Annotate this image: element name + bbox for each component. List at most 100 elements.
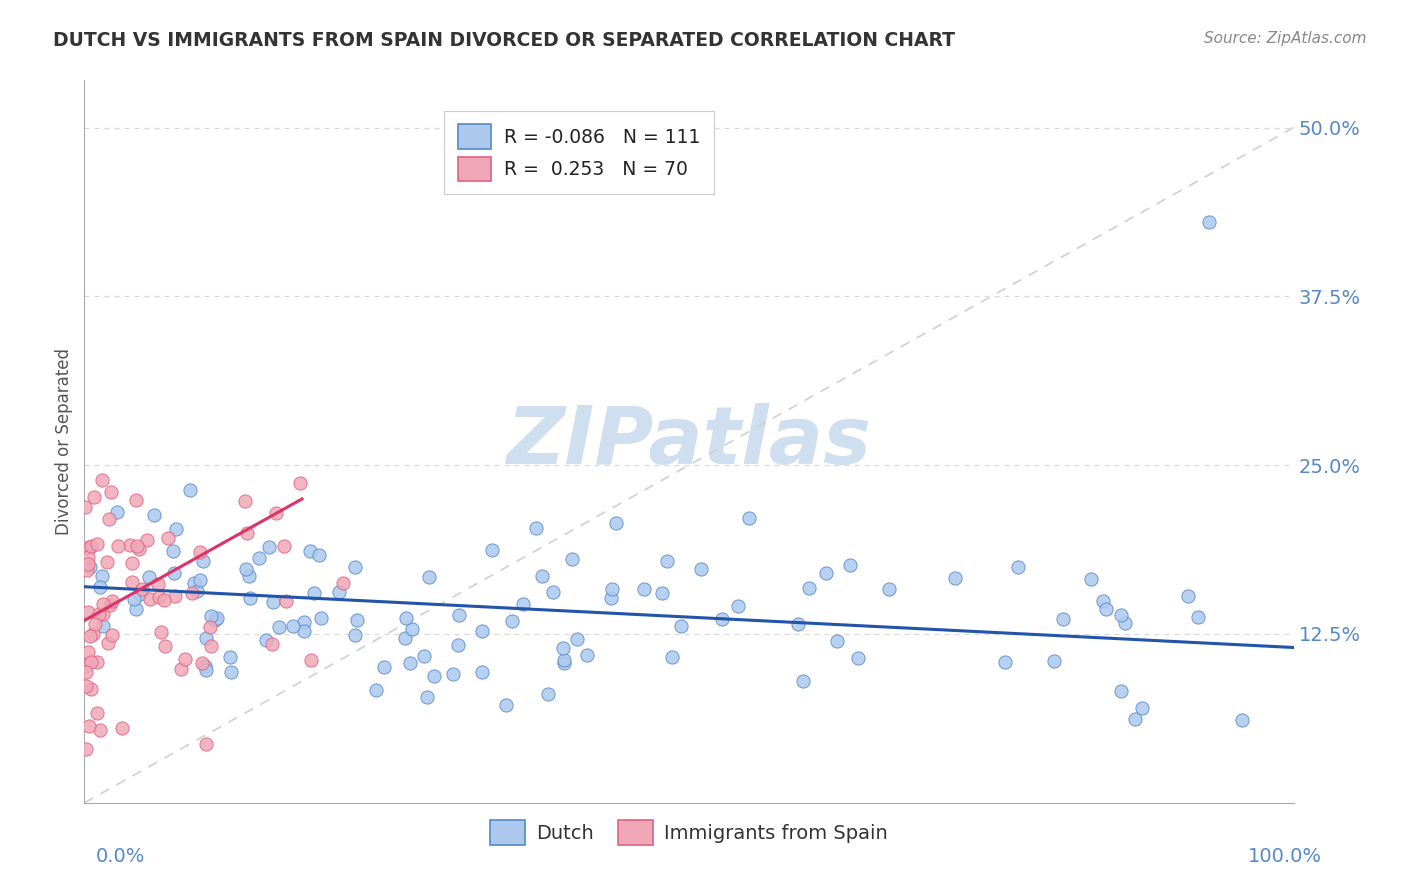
Point xyxy=(75,541,97,556)
Point xyxy=(143,508,166,522)
Point xyxy=(73,500,96,515)
Point xyxy=(576,648,599,662)
Point xyxy=(501,614,523,628)
Point xyxy=(565,632,588,647)
Point xyxy=(179,483,201,498)
Point xyxy=(792,674,814,689)
Point xyxy=(98,599,121,613)
Point xyxy=(422,669,444,683)
Point xyxy=(163,566,186,581)
Point xyxy=(128,542,150,557)
Point xyxy=(87,607,110,622)
Point xyxy=(418,570,440,584)
Point xyxy=(90,569,112,583)
Point xyxy=(309,610,332,624)
Point xyxy=(156,531,179,545)
Point xyxy=(495,698,517,712)
Point xyxy=(146,576,169,591)
Point xyxy=(121,574,143,589)
Point xyxy=(80,539,103,553)
Text: DUTCH VS IMMIGRANTS FROM SPAIN DIVORCED OR SEPARATED CORRELATION CHART: DUTCH VS IMMIGRANTS FROM SPAIN DIVORCED … xyxy=(53,31,956,50)
Point xyxy=(401,622,423,636)
Point xyxy=(138,592,160,607)
Point xyxy=(413,648,436,663)
Point xyxy=(101,628,124,642)
Text: 0.0%: 0.0% xyxy=(96,847,145,866)
Point xyxy=(76,659,98,673)
Point xyxy=(195,737,218,751)
Point xyxy=(1007,560,1029,574)
Point xyxy=(281,618,304,632)
Text: 100.0%: 100.0% xyxy=(1247,847,1322,866)
Point xyxy=(398,656,420,670)
Point xyxy=(416,690,439,705)
Point xyxy=(551,641,574,656)
Point xyxy=(512,597,534,611)
Point xyxy=(600,582,623,596)
Point xyxy=(274,593,297,607)
Point xyxy=(247,551,270,566)
Text: Source: ZipAtlas.com: Source: ZipAtlas.com xyxy=(1204,31,1367,46)
Point xyxy=(79,540,101,554)
Point xyxy=(91,597,114,611)
Point xyxy=(657,554,679,568)
Point xyxy=(191,553,214,567)
Point xyxy=(218,649,240,664)
Point xyxy=(254,632,277,647)
Point xyxy=(91,607,114,621)
Legend: Dutch, Immigrants from Spain: Dutch, Immigrants from Spain xyxy=(479,810,898,855)
Point xyxy=(148,590,170,604)
Point xyxy=(129,587,152,601)
Point xyxy=(1123,712,1146,726)
Point xyxy=(1114,615,1136,630)
Point xyxy=(260,637,283,651)
Point xyxy=(481,543,503,558)
Point xyxy=(267,620,290,634)
Point xyxy=(76,563,98,577)
Point xyxy=(125,602,148,616)
Point xyxy=(194,663,217,677)
Point xyxy=(170,662,193,676)
Point xyxy=(1091,594,1114,608)
Point xyxy=(131,582,153,596)
Point xyxy=(1230,713,1253,727)
Point xyxy=(257,540,280,554)
Text: ZIPatlas: ZIPatlas xyxy=(506,402,872,481)
Point xyxy=(447,608,470,623)
Point xyxy=(877,582,900,596)
Point xyxy=(100,485,122,500)
Point xyxy=(394,631,416,645)
Point xyxy=(524,520,547,534)
Point xyxy=(77,719,100,733)
Point xyxy=(121,556,143,570)
Point xyxy=(100,594,122,608)
Point xyxy=(651,586,673,600)
Point xyxy=(198,620,221,634)
Point xyxy=(120,538,142,552)
Point xyxy=(77,558,100,572)
Point xyxy=(298,544,321,558)
Point xyxy=(553,656,575,670)
Point xyxy=(180,586,202,600)
Point xyxy=(846,650,869,665)
Point xyxy=(77,645,100,659)
Point xyxy=(86,706,108,721)
Point xyxy=(79,655,101,669)
Point xyxy=(79,629,101,643)
Point xyxy=(815,566,838,580)
Point xyxy=(149,624,172,639)
Point xyxy=(91,619,114,633)
Point xyxy=(599,591,621,605)
Point xyxy=(343,628,366,642)
Point xyxy=(219,665,242,679)
Point xyxy=(1094,602,1116,616)
Point xyxy=(80,681,103,696)
Point xyxy=(194,632,217,646)
Point xyxy=(690,562,713,576)
Point xyxy=(124,493,146,508)
Point xyxy=(188,545,211,559)
Point xyxy=(302,585,325,599)
Point xyxy=(343,559,366,574)
Point xyxy=(1109,683,1132,698)
Point xyxy=(1043,654,1066,668)
